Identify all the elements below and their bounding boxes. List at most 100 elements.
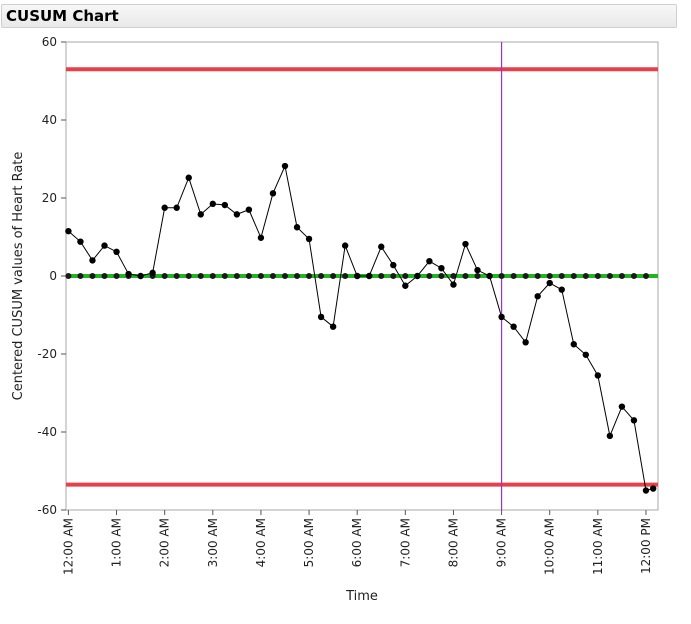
cusum-point bbox=[293, 224, 301, 231]
cusum-point bbox=[390, 261, 397, 269]
cusum-point bbox=[414, 272, 421, 280]
cusum-point bbox=[269, 190, 277, 197]
center-point bbox=[594, 273, 601, 279]
center-point bbox=[606, 273, 613, 279]
cusum-point bbox=[618, 403, 626, 410]
center-point bbox=[197, 273, 204, 279]
center-point bbox=[462, 273, 469, 279]
center-point bbox=[522, 273, 529, 279]
center-point bbox=[89, 273, 96, 279]
cusum-point bbox=[149, 269, 156, 277]
center-point bbox=[618, 273, 625, 279]
cusum-point bbox=[546, 279, 553, 287]
y-tick-label: 0 bbox=[49, 269, 57, 283]
center-point bbox=[630, 273, 637, 279]
cusum-point bbox=[353, 272, 361, 280]
cusum-point bbox=[606, 432, 614, 440]
center-point bbox=[426, 273, 433, 279]
cusum-point bbox=[522, 339, 529, 346]
cusum-point bbox=[233, 211, 241, 218]
cusum-point bbox=[426, 257, 433, 265]
y-tick-label: 40 bbox=[42, 113, 57, 127]
cusum-point bbox=[534, 293, 541, 300]
x-axis-title: Time bbox=[345, 589, 378, 604]
cusum-point bbox=[649, 485, 657, 492]
cusum-point bbox=[341, 242, 349, 249]
cusum-point bbox=[329, 323, 337, 330]
chart-title-bar[interactable]: CUSUM Chart bbox=[1, 4, 677, 28]
y-tick-label: 20 bbox=[42, 191, 57, 205]
y-axis-title: Centered CUSUM values of Heart Rate bbox=[11, 152, 26, 401]
cusum-point bbox=[594, 372, 602, 379]
center-point bbox=[318, 273, 325, 279]
x-tick-label: 1:00 AM bbox=[110, 518, 124, 567]
center-point bbox=[390, 273, 397, 279]
center-point bbox=[582, 273, 589, 279]
y-tick-label: -20 bbox=[37, 347, 57, 361]
x-tick-label: 9:00 AM bbox=[495, 518, 509, 567]
cusum-point bbox=[221, 201, 229, 209]
cusum-point bbox=[101, 242, 108, 249]
x-tick-label: 12:00 PM bbox=[639, 518, 653, 574]
x-tick-label: 12:00 AM bbox=[61, 518, 75, 575]
cusum-point bbox=[209, 200, 216, 208]
cusum-point bbox=[366, 272, 373, 280]
center-point bbox=[546, 273, 553, 279]
cusum-point bbox=[137, 272, 144, 280]
cusum-point bbox=[402, 282, 409, 289]
x-tick-label: 8:00 AM bbox=[446, 518, 460, 567]
center-point bbox=[257, 273, 264, 279]
cusum-point bbox=[89, 257, 96, 264]
center-point bbox=[77, 273, 84, 279]
chart-title: CUSUM Chart bbox=[6, 7, 119, 25]
center-point bbox=[281, 273, 288, 279]
center-point bbox=[438, 273, 445, 279]
center-point bbox=[294, 273, 301, 279]
center-point bbox=[402, 273, 409, 279]
center-point bbox=[245, 273, 252, 279]
cusum-point bbox=[510, 323, 517, 330]
cusum-point bbox=[197, 211, 204, 218]
center-point bbox=[161, 273, 168, 279]
cusum-point bbox=[281, 162, 289, 170]
x-tick-label: 5:00 AM bbox=[302, 518, 316, 567]
y-tick-label: -40 bbox=[37, 425, 57, 439]
x-tick-label: 10:00 AM bbox=[543, 518, 557, 575]
center-point bbox=[101, 273, 108, 279]
center-point bbox=[570, 273, 577, 279]
cusum-point bbox=[642, 487, 650, 494]
center-point bbox=[642, 273, 649, 279]
center-point bbox=[558, 273, 565, 279]
x-tick-label: 7:00 AM bbox=[398, 518, 412, 567]
cusum-point bbox=[161, 204, 168, 211]
center-point bbox=[378, 273, 385, 279]
x-tick-label: 2:00 AM bbox=[158, 518, 172, 567]
cusum-point bbox=[570, 341, 577, 348]
center-point bbox=[65, 273, 72, 279]
center-point bbox=[233, 273, 240, 279]
center-point bbox=[498, 273, 505, 279]
center-point bbox=[330, 273, 337, 279]
y-tick-label: -60 bbox=[37, 503, 57, 517]
cusum-point bbox=[113, 248, 120, 256]
cusum-point bbox=[474, 266, 481, 274]
cusum-point bbox=[317, 313, 325, 321]
cusum-point bbox=[65, 227, 72, 235]
center-point bbox=[269, 273, 276, 279]
cusum-point bbox=[245, 206, 253, 213]
center-point bbox=[474, 273, 481, 279]
cusum-point bbox=[462, 240, 469, 248]
cusum-point bbox=[582, 351, 590, 358]
center-point bbox=[221, 273, 228, 279]
cusum-point bbox=[185, 174, 192, 181]
y-tick-label: 60 bbox=[42, 35, 57, 49]
cusum-point bbox=[450, 281, 457, 288]
x-tick-label: 6:00 AM bbox=[350, 518, 364, 567]
center-point bbox=[534, 273, 541, 279]
cusum-point bbox=[438, 265, 445, 272]
center-point bbox=[342, 273, 349, 279]
cusum-point bbox=[486, 272, 493, 280]
cusum-point bbox=[558, 286, 565, 293]
x-tick-label: 4:00 AM bbox=[254, 518, 268, 567]
cusum-point bbox=[77, 238, 84, 245]
